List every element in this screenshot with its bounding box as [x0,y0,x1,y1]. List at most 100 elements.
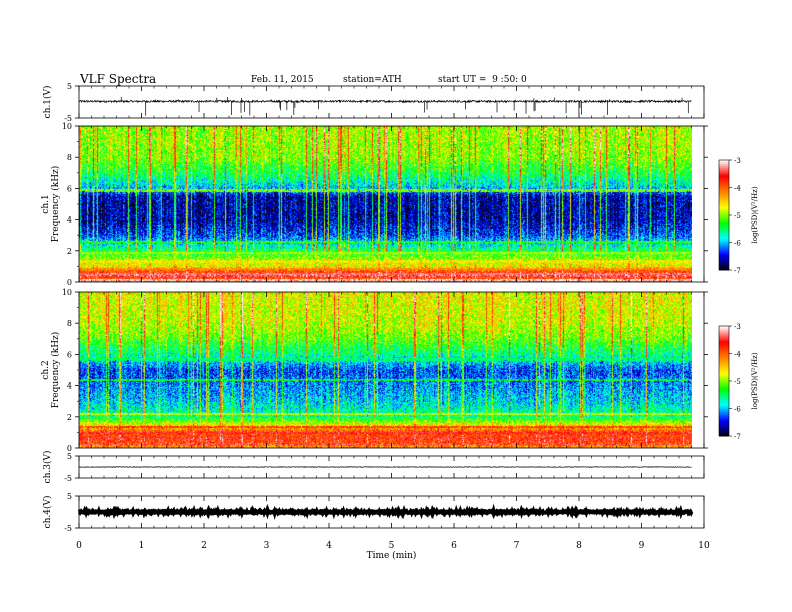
colorbar-segment [719,329,729,332]
plot-title: VLF Spectra [80,72,157,86]
colorbar-tick-label: -6 [734,240,741,248]
start-time-label: start UT = 9 :50: 0 [438,75,527,85]
colorbar-segment [719,326,729,329]
ch1-spectrogram-panel: 0 2 4 6 8 10 ch.1 Frequency (kHz) -3 -4 -5 -6 -7 log(… [41,122,759,287]
colorbar-segment [719,386,729,389]
ch3-waveform-panel-ylabel: ch.3(V) [42,451,53,484]
colorbar-segment [719,344,729,347]
y-tick-label: -5 [64,114,72,123]
colorbar-segment [719,169,729,172]
colorbar-segment [719,401,729,404]
colorbar-segment [719,215,729,218]
colorbar-segment [719,253,729,256]
time-tick-label: 8 [576,541,582,551]
colorbar-segment [719,368,729,371]
y-tick-label: 0 [67,278,72,287]
colorbar-segment [719,257,729,260]
colorbar-segment [719,266,729,269]
colorbar-segment [719,395,729,398]
colorbar-segment [719,174,729,177]
y-tick-label: 6 [67,184,72,193]
y-tick-label: 8 [67,153,72,162]
colorbar-segment [719,165,729,168]
colorbar-segment [719,421,729,424]
y-tick-label: -5 [64,524,72,533]
ch2-spectrogram-panel: 0 2 4 6 8 10 ch.2 Frequency (kHz) -3 -4 -5 -6 -7 log(… [41,288,759,453]
date-label: Feb. 11, 2015 [251,75,314,85]
colorbar-label: log(PSD)(V²/Hz) [751,352,759,409]
colorbar-segment [719,240,729,243]
colorbar-segment [719,207,729,210]
colorbar-segment [719,172,729,176]
colorbar-segment [719,338,729,342]
colorbar-segment [719,412,729,415]
colorbar-segment [719,379,729,382]
colorbar-segment [719,264,729,267]
colorbar-segment [719,349,729,353]
colorbar-segment [719,375,729,378]
colorbar-segment [719,414,729,417]
colorbar-segment [719,182,729,185]
colorbar-tick-label: -5 [734,378,741,386]
colorbar-segment [719,382,729,386]
colorbar-segment [719,364,729,367]
colorbar-segment [719,404,729,408]
colorbar-segment [719,434,729,437]
colorbar-label: log(PSD)(V²/Hz) [751,186,759,243]
colorbar-segment [719,237,729,240]
colorbar-segment [719,180,729,183]
y-tick-label: 4 [67,216,72,225]
colorbar-tick-label: -6 [734,406,741,414]
colorbar-segment [719,205,729,209]
y-tick-label: 5 [67,492,72,501]
colorbar-segment [719,397,729,400]
colorbar-segment [719,222,729,225]
colorbar-segment [719,246,729,249]
colorbar-segment [719,220,729,223]
colorbar-segment [719,209,729,212]
time-tick-label: 5 [389,541,395,551]
y-tick-label: 0 [67,444,72,453]
y-tick-label: 2 [67,247,72,256]
colorbar-segment [719,340,729,343]
colorbar-segment [719,393,729,397]
colorbar-segment [719,335,729,338]
colorbar-segment [719,259,729,262]
time-axis: 0 1 2 3 4 5 6 7 8 9 10 Time (min) [76,541,710,561]
time-tick-label: 3 [264,541,270,551]
y-tick-label: 5 [67,82,72,91]
colorbar-segment [719,390,729,393]
colorbar-segment [719,196,729,199]
colorbar-segment [719,185,729,188]
colorbar-segment [719,255,729,258]
colorbar-segment [719,359,729,362]
colorbar-tick-label: -3 [734,323,741,331]
colorbar-segment [719,194,729,198]
colorbar-segment [719,211,729,214]
ch4-waveform-panel-trace [77,503,694,520]
colorbar-tick-label: -7 [734,433,741,441]
colorbar-segment [719,408,729,411]
y-tick-label: 4 [67,382,72,391]
colorbar-segment [719,198,729,201]
ch2-spectrogram-panel-channel-label: ch.2 [41,360,51,379]
time-tick-label: 0 [76,541,82,551]
colorbar-segment [719,248,729,251]
colorbar-segment [719,331,729,334]
y-tick-label: 2 [67,413,72,422]
colorbar-segment [719,419,729,422]
colorbar-segment [719,371,729,375]
colorbar-segment [719,178,729,181]
colorbar-segment [719,388,729,391]
station-label: station=ATH [343,75,402,85]
colorbar-segment [719,377,729,380]
colorbar-segment [719,213,729,216]
colorbar-segment [719,193,729,196]
colorbar-segment [719,351,729,354]
colorbar-segment [719,337,729,340]
colorbar-segment [719,373,729,376]
colorbar-segment [719,161,729,165]
ch4-waveform-panel: 5 -5 ch.4(V) [42,492,705,533]
colorbar-segment [719,430,729,433]
